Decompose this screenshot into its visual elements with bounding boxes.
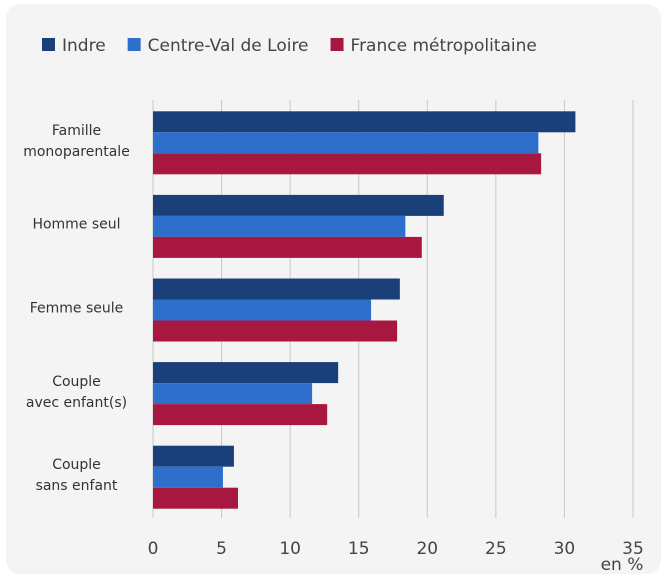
bar: [153, 278, 400, 300]
bar: [153, 383, 313, 405]
bar: [153, 404, 328, 426]
bar: [153, 320, 398, 342]
legend-swatch: [330, 38, 344, 51]
x-tick-label: 5: [216, 539, 227, 559]
legend-label: Centre-Val de Loire: [148, 36, 309, 56]
legend-label: France métropolitaine: [351, 36, 537, 56]
bar: [153, 111, 576, 133]
y-tick-label: Couple avec enfant(s): [25, 373, 128, 411]
x-tick-label: 30: [554, 539, 576, 559]
legend-swatch: [42, 38, 55, 51]
legend-swatch: [127, 38, 141, 51]
bar: [153, 153, 542, 175]
bar: [153, 194, 444, 216]
bar: [153, 466, 223, 488]
bar: [153, 487, 239, 509]
y-tick-label: Famille monoparentale: [23, 122, 130, 160]
x-tick-label: 10: [279, 539, 301, 559]
bar: [153, 236, 422, 258]
bar: [153, 132, 539, 154]
x-tick-label: 35: [622, 539, 644, 559]
x-tick-label: 25: [485, 539, 507, 559]
bar: [153, 299, 372, 321]
x-axis-label: en %: [601, 555, 644, 575]
bar: [153, 215, 406, 237]
x-tick-label: 0: [148, 539, 159, 559]
legend-label: Indre: [62, 36, 106, 56]
bar: [153, 362, 339, 384]
y-tick-label: Couple sans enfant: [35, 457, 118, 495]
x-tick-label: 20: [416, 539, 438, 559]
x-tick-label: 15: [348, 539, 370, 559]
y-tick-label: Homme seul: [32, 216, 121, 233]
bar: [153, 445, 234, 467]
y-tick-label: Femme seule: [29, 300, 124, 317]
